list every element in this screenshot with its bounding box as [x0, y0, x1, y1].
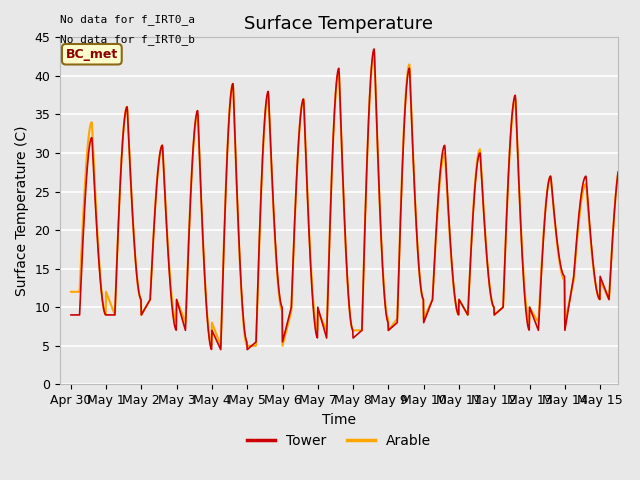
Text: No data for f_IRT0_b: No data for f_IRT0_b — [60, 34, 195, 45]
Text: BC_met: BC_met — [66, 48, 118, 61]
Legend: Tower, Arable: Tower, Arable — [241, 429, 436, 454]
X-axis label: Time: Time — [322, 413, 356, 427]
Title: Surface Temperature: Surface Temperature — [244, 15, 433, 33]
Y-axis label: Surface Temperature (C): Surface Temperature (C) — [15, 126, 29, 296]
Text: No data for f_IRT0_a: No data for f_IRT0_a — [60, 14, 195, 25]
